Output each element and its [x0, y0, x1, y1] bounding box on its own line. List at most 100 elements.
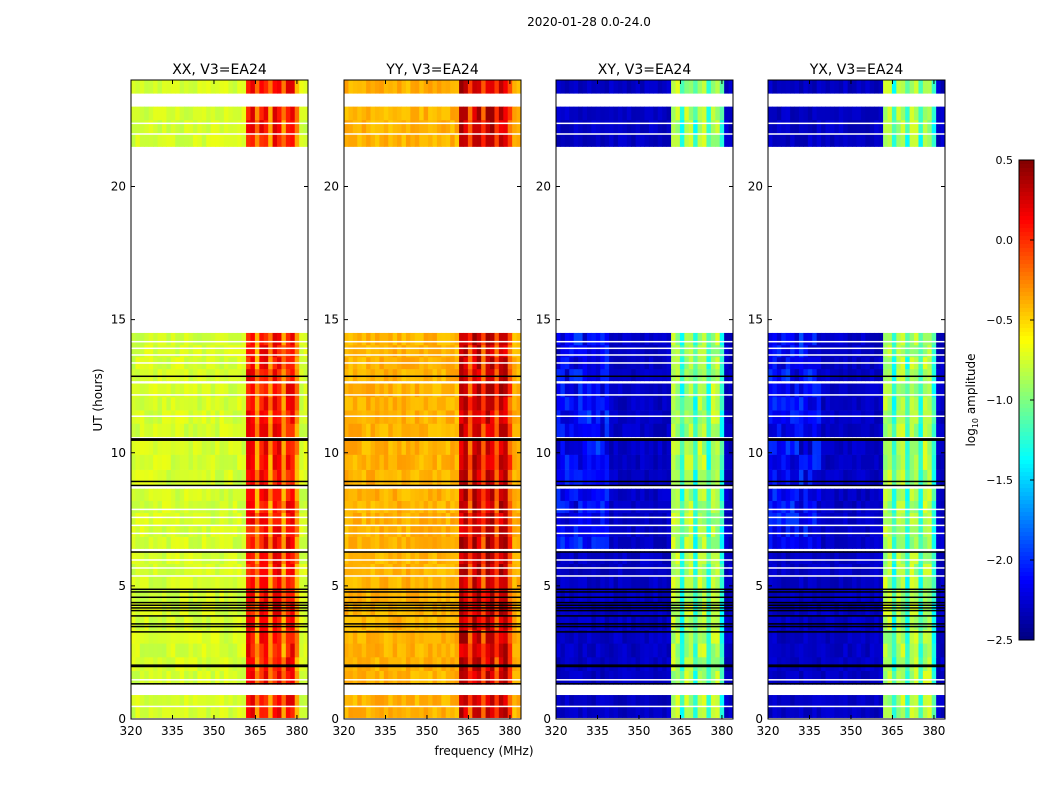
heatmap-cell	[241, 106, 247, 121]
heatmap-cell	[865, 524, 871, 537]
heatmap-cell	[635, 383, 641, 398]
heatmap-cell	[644, 332, 650, 346]
heatmap-cell	[613, 368, 619, 382]
heatmap-cell	[490, 670, 495, 685]
heatmap-cell	[825, 469, 831, 485]
heatmap-cell	[268, 536, 274, 549]
heatmap-cell	[250, 383, 256, 398]
heatmap-cell	[728, 332, 734, 346]
heatmap-cell	[135, 512, 141, 525]
heatmap-cell	[383, 602, 389, 617]
heatmap-cell	[344, 133, 349, 147]
heatmap-cell	[724, 629, 730, 644]
heatmap-cell	[640, 488, 645, 501]
heatmap-cell	[285, 602, 291, 617]
heatmap-cell	[516, 439, 522, 455]
heatmap-cell	[277, 524, 282, 537]
heatmap-cell	[675, 563, 681, 577]
heatmap-cell	[702, 588, 707, 603]
heatmap-cell	[428, 706, 433, 718]
heatmap-cell	[573, 439, 579, 455]
heatmap-cell	[560, 695, 566, 707]
heatmap-cell	[662, 512, 668, 525]
heatmap-cell	[188, 588, 194, 603]
heatmap-cell	[503, 368, 509, 382]
heatmap-cell	[936, 576, 942, 589]
heatmap-cell	[370, 488, 376, 501]
heatmap-cell	[357, 439, 363, 455]
heatmap-cell	[476, 643, 482, 658]
heatmap-cell	[604, 500, 610, 513]
heatmap-cell	[303, 133, 309, 147]
heatmap-cell	[161, 133, 167, 147]
heatmap-cell	[485, 423, 491, 438]
heatmap-cell	[918, 439, 924, 455]
heatmap-cell	[688, 695, 694, 707]
heatmap-cell	[794, 551, 800, 564]
heatmap-cell	[914, 615, 919, 630]
heatmap-cell	[688, 643, 694, 658]
heatmap-cell	[724, 133, 730, 147]
heatmap-cell	[157, 576, 163, 589]
heatmap-cell	[237, 454, 243, 470]
heatmap-cell	[706, 643, 712, 658]
heatmap-cell	[401, 643, 407, 658]
heatmap-cell	[432, 706, 438, 718]
heatmap-cell	[829, 524, 835, 537]
heatmap-cell	[294, 133, 300, 147]
heatmap-cell	[179, 383, 185, 398]
heatmap-cell	[210, 454, 216, 470]
flagged-white-line	[344, 679, 521, 681]
heatmap-cell	[586, 469, 592, 485]
heatmap-cell	[595, 488, 601, 501]
heatmap-cell	[613, 454, 619, 470]
heatmap-cell	[303, 657, 309, 671]
heatmap-cell	[352, 588, 358, 603]
heatmap-cell	[303, 643, 309, 658]
heatmap-cell	[697, 332, 703, 346]
heatmap-cell	[715, 524, 721, 537]
heatmap-cell	[232, 80, 238, 94]
heatmap-cell	[803, 383, 809, 398]
heatmap-cell	[175, 439, 181, 455]
flagged-black-line	[556, 604, 733, 607]
heatmap-cell	[512, 657, 518, 671]
heatmap-cell	[790, 500, 796, 513]
heatmap-cell	[148, 332, 154, 346]
heatmap-cell	[644, 469, 650, 485]
heatmap-cell	[595, 563, 601, 577]
heatmap-cell	[622, 670, 628, 685]
heatmap-cell	[931, 454, 937, 470]
heatmap-cell	[719, 706, 725, 718]
heatmap-cell	[640, 563, 645, 577]
heatmap-cell	[900, 524, 906, 537]
heatmap-cell	[344, 500, 349, 513]
heatmap-cell	[569, 706, 575, 718]
heatmap-cell	[232, 500, 238, 513]
heatmap-cell	[847, 512, 853, 525]
heatmap-cell	[807, 524, 813, 537]
heatmap-cell	[560, 706, 566, 718]
heatmap-cell	[432, 133, 438, 147]
heatmap-cell	[131, 657, 136, 671]
heatmap-cell	[617, 383, 623, 398]
heatmap-cell	[644, 488, 650, 501]
heatmap-cell	[148, 706, 154, 718]
heatmap-cell	[361, 629, 367, 644]
heatmap-cell	[697, 133, 703, 147]
heatmap-cell	[666, 119, 672, 134]
heatmap-cell	[860, 695, 866, 707]
heatmap-cell	[675, 488, 681, 501]
heatmap-cell	[397, 588, 403, 603]
heatmap-cell	[644, 536, 650, 549]
heatmap-cell	[909, 423, 915, 438]
heatmap-cell	[232, 602, 238, 617]
heatmap-cell	[357, 657, 363, 671]
heatmap-cell	[640, 524, 645, 537]
heatmap-cell	[494, 551, 500, 564]
heatmap-cell	[653, 551, 659, 564]
heatmap-cell	[715, 602, 721, 617]
y-tick-label: 10	[324, 446, 339, 460]
heatmap-cell	[485, 536, 491, 549]
